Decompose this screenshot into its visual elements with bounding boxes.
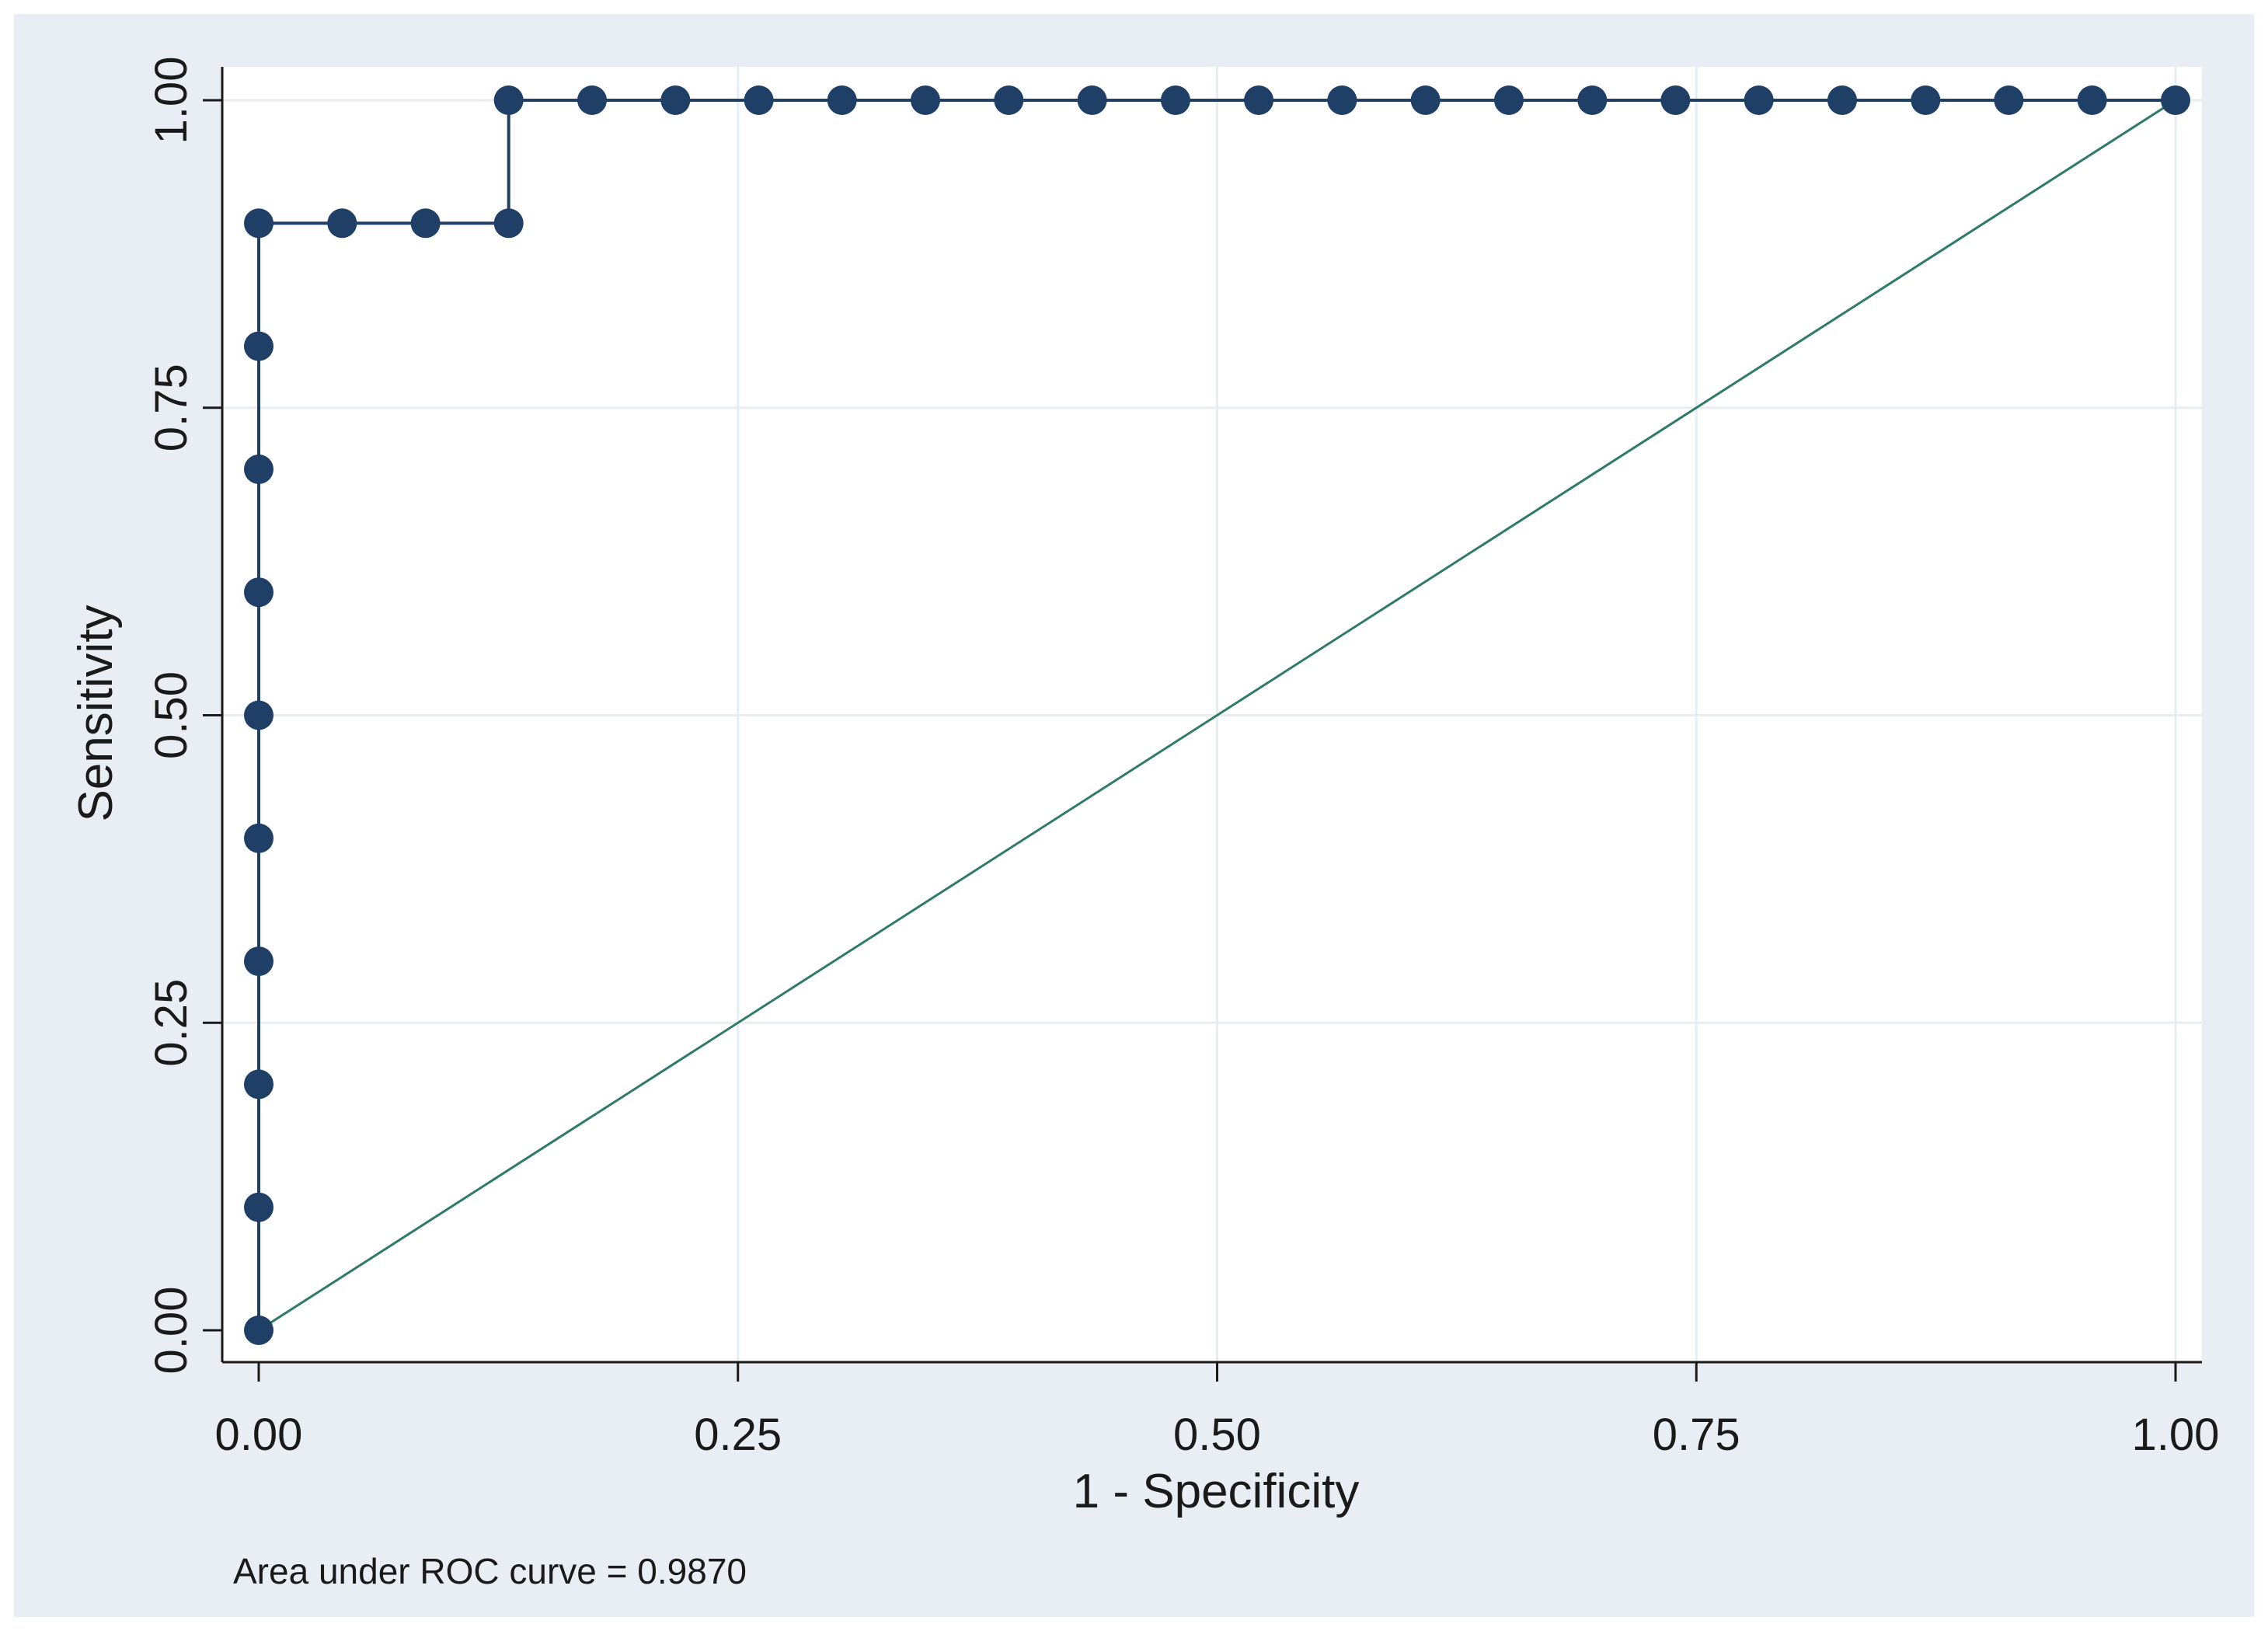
chart-frame: 0.00 0.25 0.50 0.75 1.00 0.00 0.25 0.50 0.75 1.00…: [14, 14, 2254, 1617]
roc-point: [911, 85, 941, 115]
roc-point: [1077, 85, 1107, 115]
roc-point: [244, 1316, 273, 1345]
roc-point: [1994, 85, 2024, 115]
roc-point: [1660, 85, 1691, 115]
roc-point: [660, 85, 691, 115]
roc-point: [244, 700, 273, 730]
y-tick-label: 0.50: [146, 671, 197, 759]
roc-point: [1244, 85, 1274, 115]
roc-point: [577, 85, 608, 115]
roc-point: [327, 208, 357, 239]
roc-point: [744, 85, 774, 115]
roc-point: [244, 208, 273, 239]
roc-point: [410, 208, 441, 239]
roc-point: [1911, 85, 1941, 115]
roc-point: [493, 85, 524, 115]
auc-note: Area under ROC curve = 0.9870: [233, 1551, 747, 1591]
y-axis-title: Sensitivity: [69, 605, 123, 821]
roc-point: [1577, 85, 1608, 115]
roc-series-line: [257, 99, 2176, 1330]
roc-point: [244, 454, 273, 484]
roc-point: [1493, 85, 1524, 115]
roc-point: [2161, 85, 2190, 115]
roc-chart: 0.00 0.25 0.50 0.75 1.00 0.00 0.25 0.50 0.75 1.00…: [69, 57, 2219, 1591]
roc-point: [244, 1192, 273, 1222]
roc-point: [1827, 85, 1857, 115]
reference-diagonal-line: [258, 99, 2176, 1332]
roc-point: [244, 823, 273, 853]
roc-point: [244, 331, 273, 361]
x-axis-title: 1 - Specificity: [1073, 1465, 1360, 1518]
roc-point: [1160, 85, 1190, 115]
x-tick-label: 0.25: [694, 1410, 782, 1460]
x-tick-label: 0.50: [1173, 1410, 1261, 1460]
roc-point: [244, 1069, 273, 1100]
ticks: 0.00 0.25 0.50 0.75 1.00 0.00 0.25 0.50 0.75 1.00: [146, 57, 2219, 1460]
y-tick-label: 0.25: [146, 979, 197, 1067]
y-tick-label: 1.00: [146, 57, 197, 145]
roc-point: [244, 577, 273, 608]
roc-point: [1410, 85, 1441, 115]
y-tick-label: 0.75: [146, 364, 197, 451]
roc-point: [1744, 85, 1774, 115]
roc-point: [994, 85, 1024, 115]
roc-point: [244, 946, 273, 977]
x-tick-label: 0.75: [1653, 1410, 1740, 1460]
roc-point: [1327, 85, 1357, 115]
y-tick-label: 0.00: [146, 1287, 197, 1375]
x-tick-label: 1.00: [2132, 1410, 2220, 1460]
x-tick-label: 0.00: [215, 1410, 303, 1460]
reference-line: [258, 99, 2176, 1332]
roc-point: [2077, 85, 2107, 115]
roc-curve: [257, 99, 2176, 1330]
roc-markers: [244, 85, 2190, 1345]
roc-point: [827, 85, 857, 115]
roc-point: [493, 208, 524, 239]
